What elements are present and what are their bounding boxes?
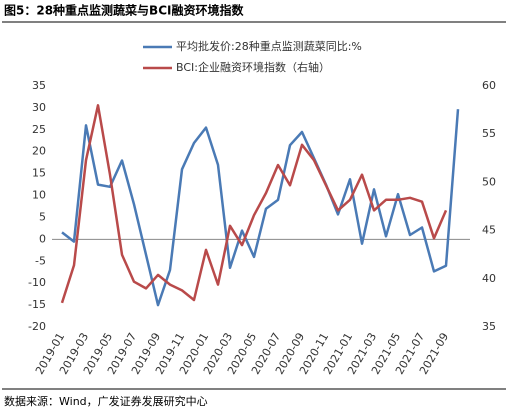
y-tick-label: 5: [39, 210, 46, 223]
y2-tick-label: 40: [482, 272, 496, 285]
y2-tick-label: 60: [482, 79, 496, 92]
y-tick-label: -5: [35, 254, 46, 267]
y-tick-label: 0: [39, 232, 46, 245]
source: 数据来源：Wind，广发证券发展研究中心: [4, 394, 208, 408]
y2-tick-label: 35: [482, 320, 496, 333]
y-tick-label: 20: [32, 145, 46, 158]
y-tick-label: 15: [32, 167, 46, 180]
y-tick-label: 25: [32, 123, 46, 136]
chart-title: 图5：28种重点监测蔬菜与BCI融资环境指数: [4, 3, 244, 18]
y2-tick-label: 55: [482, 127, 496, 140]
legend-label: BCI:企业融资环境指数（右轴）: [176, 60, 330, 74]
y-tick-label: 10: [32, 189, 46, 202]
series-line: [61, 109, 460, 307]
y2-tick-label: 45: [482, 224, 496, 237]
legend-label: 平均批发价:28种重点监测蔬菜同比:%: [176, 39, 362, 53]
y-tick-label: -20: [28, 320, 46, 333]
y-tick-label: -10: [28, 276, 46, 289]
y-tick-label: -15: [28, 298, 46, 311]
y2-tick-label: 50: [482, 175, 496, 188]
y-tick-label: 30: [32, 101, 46, 114]
y-tick-label: 35: [32, 79, 46, 92]
series-line: [60, 104, 448, 304]
